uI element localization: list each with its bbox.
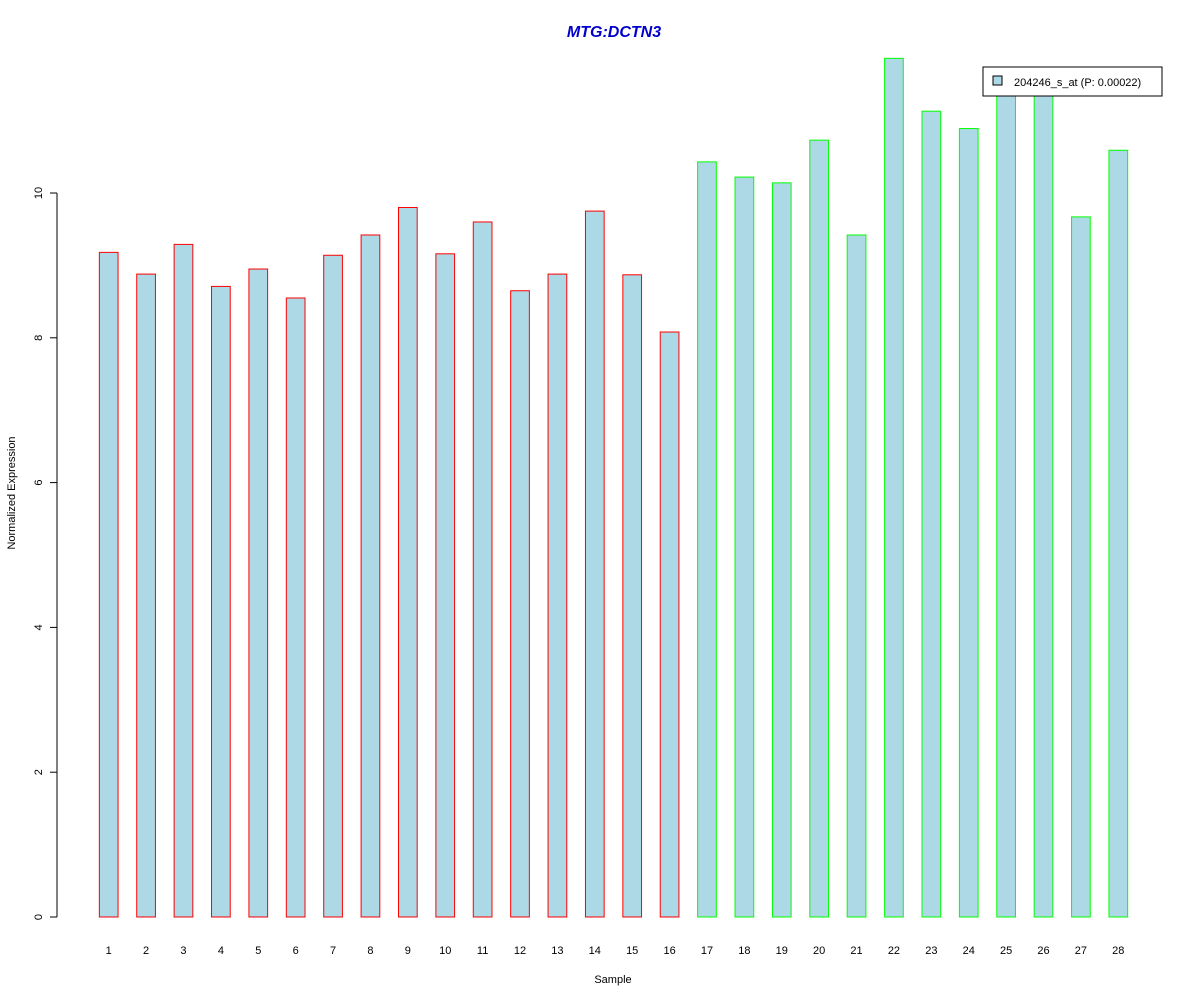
bar-sample-9 (397, 206, 418, 918)
bar-sample-14 (584, 210, 605, 918)
bar-sample-15 (622, 274, 643, 918)
bar-sample-21 (846, 234, 867, 918)
x-tick-label: 3 (180, 945, 186, 957)
y-axis: 0 2 4 6 8 10 (33, 187, 58, 920)
legend-entry-label: 204246_s_at (P: 0.00022) (1014, 77, 1141, 89)
x-tick-label: 5 (255, 945, 261, 957)
legend: 204246_s_at (P: 0.00022) (982, 66, 1163, 97)
x-tick-label: 23 (925, 945, 937, 957)
bar-sample-16 (659, 331, 680, 918)
bar-sample-12 (510, 290, 530, 918)
x-tick-label: 20 (813, 945, 825, 957)
x-tick-label: 21 (850, 945, 862, 957)
bar-sample-23 (921, 110, 942, 918)
bar-sample-4 (211, 285, 231, 918)
bars (98, 57, 1129, 918)
x-tick-labels: 1 2 3 4 5 6 7 8 9 10 11 12 13 14 15 16 17 18 19 20 21 22 23 24 2… (106, 945, 1125, 957)
bar-sample-19 (771, 182, 792, 918)
x-tick-label: 17 (701, 945, 713, 957)
y-axis-label: Normalized Expression (6, 436, 18, 549)
x-tick-label: 14 (589, 945, 601, 957)
x-tick-label: 22 (888, 945, 900, 957)
x-tick-label: 26 (1037, 945, 1049, 957)
x-axis-label: Sample (594, 974, 631, 986)
bar-sample-2 (136, 273, 156, 918)
chart-title: MTG:DCTN3 (567, 24, 661, 41)
x-tick-label: 27 (1075, 945, 1087, 957)
bar-sample-5 (248, 268, 269, 918)
x-tick-label: 9 (405, 945, 411, 957)
x-tick-label: 24 (963, 945, 975, 957)
x-tick-label: 6 (293, 945, 299, 957)
bar-sample-7 (323, 254, 343, 918)
bar-sample-25 (996, 89, 1016, 918)
bar-sample-20 (809, 139, 830, 918)
bar-sample-28 (1108, 149, 1129, 918)
y-tick-label: 10 (33, 187, 45, 199)
bar-sample-11 (472, 221, 493, 918)
x-tick-label: 7 (330, 945, 336, 957)
bar-sample-1 (98, 251, 119, 918)
x-tick-label: 25 (1000, 945, 1012, 957)
bar-sample-3 (173, 243, 194, 918)
bar-sample-6 (285, 297, 306, 918)
y-tick-label: 4 (33, 624, 45, 630)
x-tick-label: 18 (738, 945, 750, 957)
x-tick-label: 16 (663, 945, 675, 957)
y-tick-label: 2 (33, 769, 45, 775)
x-tick-label: 13 (551, 945, 563, 957)
x-tick-label: 8 (367, 945, 373, 957)
x-tick-label: 10 (439, 945, 451, 957)
bar-sample-24 (958, 128, 979, 918)
x-tick-label: 11 (477, 945, 488, 957)
bar-sample-22 (884, 57, 904, 918)
bar-sample-10 (435, 253, 456, 918)
bar-sample-8 (360, 234, 381, 918)
x-tick-label: 1 (106, 945, 112, 957)
legend-box (982, 66, 1163, 97)
y-tick-label: 8 (33, 335, 45, 341)
y-tick-label: 0 (33, 914, 45, 920)
x-tick-label: 15 (626, 945, 638, 957)
bar-sample-27 (1071, 216, 1091, 918)
x-tick-label: 4 (218, 945, 224, 957)
y-tick-label: 6 (33, 480, 45, 486)
bar-sample-26 (1033, 89, 1054, 918)
bar-sample-13 (547, 273, 568, 918)
legend-swatch (992, 75, 1003, 86)
bar-sample-18 (734, 176, 755, 918)
x-tick-label: 28 (1112, 945, 1124, 957)
x-tick-label: 2 (143, 945, 149, 957)
x-tick-label: 19 (776, 945, 788, 957)
bar-sample-17 (697, 161, 717, 918)
x-tick-label: 12 (514, 945, 526, 957)
